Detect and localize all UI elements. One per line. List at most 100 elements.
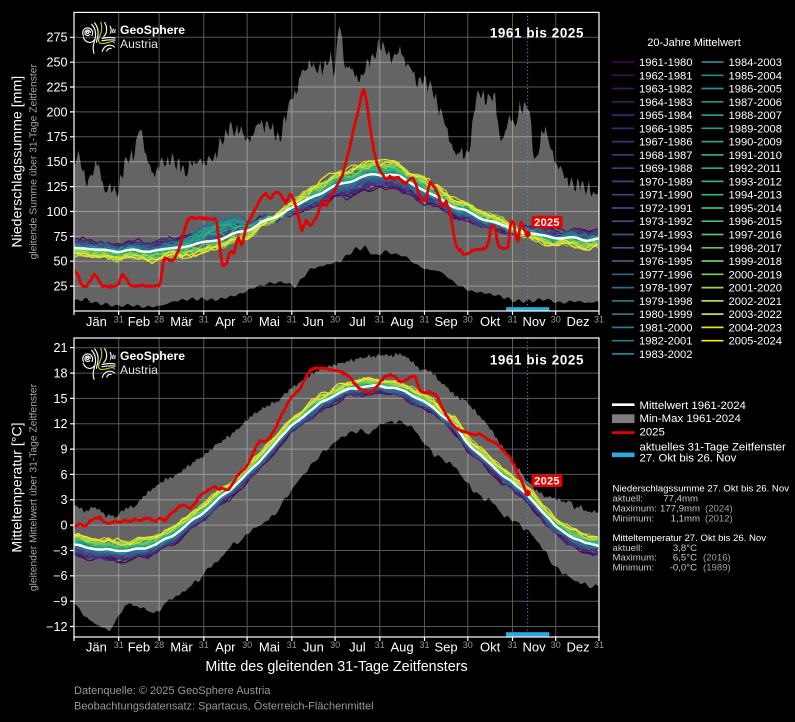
svg-text:31: 31 [199, 640, 209, 650]
svg-text:18: 18 [53, 366, 67, 380]
svg-text:6: 6 [60, 468, 67, 482]
svg-text:31: 31 [507, 314, 517, 324]
svg-text:1,1mm: 1,1mm [671, 514, 700, 525]
svg-text:3,8°C: 3,8°C [673, 543, 697, 554]
svg-text:2025: 2025 [640, 427, 665, 439]
svg-text:25: 25 [53, 280, 67, 294]
svg-text:Jul: Jul [349, 314, 366, 329]
svg-text:75: 75 [53, 230, 67, 244]
svg-text:1978-1997: 1978-1997 [639, 283, 693, 295]
svg-text:2005-2024: 2005-2024 [729, 336, 783, 348]
svg-text:1994-2013: 1994-2013 [729, 190, 783, 202]
svg-text:Maximum:: Maximum: [613, 553, 657, 564]
svg-text:Dez: Dez [567, 640, 590, 655]
svg-text:1967-1986: 1967-1986 [639, 137, 693, 149]
svg-text:6,5°C: 6,5°C [673, 553, 697, 564]
svg-text:Jän: Jän [86, 314, 107, 329]
svg-text:Mai: Mai [259, 314, 280, 329]
svg-text:1963-1982: 1963-1982 [639, 84, 693, 96]
svg-text:31: 31 [594, 640, 604, 650]
svg-text:1961 bis 2025: 1961 bis 2025 [490, 353, 584, 368]
svg-text:1974-1993: 1974-1993 [639, 230, 693, 242]
svg-text:Nov: Nov [523, 314, 547, 329]
svg-text:1983-2002: 1983-2002 [639, 349, 693, 361]
svg-text:Mittelwert 1961-2024: Mittelwert 1961-2024 [640, 400, 746, 412]
svg-text:250: 250 [46, 56, 67, 70]
svg-text:Nov: Nov [523, 640, 547, 655]
svg-text:Minimum:: Minimum: [613, 514, 655, 525]
svg-text:GeoSphere: GeoSphere [120, 23, 185, 37]
svg-text:30: 30 [551, 640, 561, 650]
svg-text:31: 31 [507, 640, 517, 650]
svg-text:Mai: Mai [259, 640, 280, 655]
svg-text:21: 21 [53, 341, 67, 355]
svg-text:31: 31 [419, 640, 429, 650]
svg-text:Austria: Austria [120, 363, 158, 377]
svg-text:1969-1988: 1969-1988 [639, 163, 693, 175]
svg-text:30: 30 [551, 314, 561, 324]
svg-text:Maximum:: Maximum: [613, 503, 657, 514]
svg-text:2003-2022: 2003-2022 [729, 309, 783, 321]
svg-text:30: 30 [463, 314, 473, 324]
svg-text:Dez: Dez [567, 314, 590, 329]
svg-text:−3: −3 [53, 544, 67, 558]
svg-text:Mär: Mär [170, 640, 193, 655]
svg-text:Jul: Jul [349, 640, 366, 655]
svg-text:200: 200 [46, 105, 67, 119]
svg-text:Jän: Jän [86, 640, 107, 655]
svg-text:20-Jahre Mittelwert: 20-Jahre Mittelwert [647, 37, 741, 49]
svg-text:1987-2006: 1987-2006 [729, 97, 783, 109]
svg-text:Aug: Aug [391, 314, 414, 329]
svg-text:Jun: Jun [303, 640, 324, 655]
svg-text:150: 150 [46, 155, 67, 169]
svg-text:(2012): (2012) [705, 514, 733, 525]
svg-text:31: 31 [114, 314, 124, 324]
svg-text:Mitteltemperatur [°C]: Mitteltemperatur [°C] [10, 422, 26, 552]
svg-text:−6: −6 [53, 569, 67, 583]
svg-text:77,4mm: 77,4mm [663, 493, 698, 504]
svg-text:1988-2007: 1988-2007 [729, 110, 783, 122]
svg-text:28: 28 [154, 314, 164, 324]
svg-text:225: 225 [46, 80, 67, 94]
svg-text:Minimum:: Minimum: [613, 562, 655, 573]
svg-text:31: 31 [594, 314, 604, 324]
svg-text:1984-2003: 1984-2003 [729, 57, 783, 69]
svg-text:1995-2014: 1995-2014 [729, 203, 783, 215]
svg-text:Feb: Feb [128, 640, 150, 655]
svg-text:-0,0°C: -0,0°C [670, 562, 697, 573]
svg-text:Mitte des gleitenden 31-Tage Z: Mitte des gleitenden 31-Tage Zeitfenster… [205, 659, 467, 675]
svg-text:1977-1996: 1977-1996 [639, 269, 693, 281]
svg-text:Niederschlagssumme [mm]: Niederschlagssumme [mm] [10, 76, 26, 248]
svg-text:Min-Max 1961-2024: Min-Max 1961-2024 [640, 413, 741, 425]
svg-text:0: 0 [60, 519, 67, 533]
svg-text:1993-2012: 1993-2012 [729, 176, 783, 188]
svg-text:2001-2020: 2001-2020 [729, 283, 783, 295]
svg-text:100: 100 [46, 205, 67, 219]
svg-text:1971-1990: 1971-1990 [639, 190, 693, 202]
svg-text:275: 275 [46, 31, 67, 45]
svg-text:aktuell:: aktuell: [613, 493, 643, 504]
svg-text:2025: 2025 [534, 217, 560, 229]
svg-text:2025: 2025 [534, 476, 560, 488]
svg-text:Mär: Mär [170, 314, 193, 329]
svg-text:12: 12 [53, 417, 67, 431]
svg-text:Feb: Feb [128, 314, 150, 329]
svg-text:1996-2015: 1996-2015 [729, 216, 783, 228]
svg-text:31: 31 [114, 640, 124, 650]
svg-text:1999-2018: 1999-2018 [729, 256, 783, 268]
svg-text:1973-1992: 1973-1992 [639, 216, 693, 228]
svg-text:30: 30 [330, 640, 340, 650]
svg-text:1966-1985: 1966-1985 [639, 123, 693, 135]
svg-text:9: 9 [60, 443, 67, 457]
svg-text:125: 125 [46, 180, 67, 194]
svg-text:1979-1998: 1979-1998 [639, 296, 693, 308]
svg-text:Aug: Aug [391, 640, 414, 655]
svg-text:3: 3 [60, 493, 67, 507]
svg-text:27. Okt bis 26. Nov: 27. Okt bis 26. Nov [640, 452, 737, 464]
svg-text:31: 31 [375, 314, 385, 324]
svg-text:2000-2019: 2000-2019 [729, 269, 783, 281]
svg-text:1968-1987: 1968-1987 [639, 150, 693, 162]
svg-text:Mitteltemperatur 27. Okt bis 2: Mitteltemperatur 27. Okt bis 26. Nov [613, 533, 767, 544]
svg-text:−12: −12 [46, 620, 67, 634]
svg-text:1965-1984: 1965-1984 [639, 110, 693, 122]
